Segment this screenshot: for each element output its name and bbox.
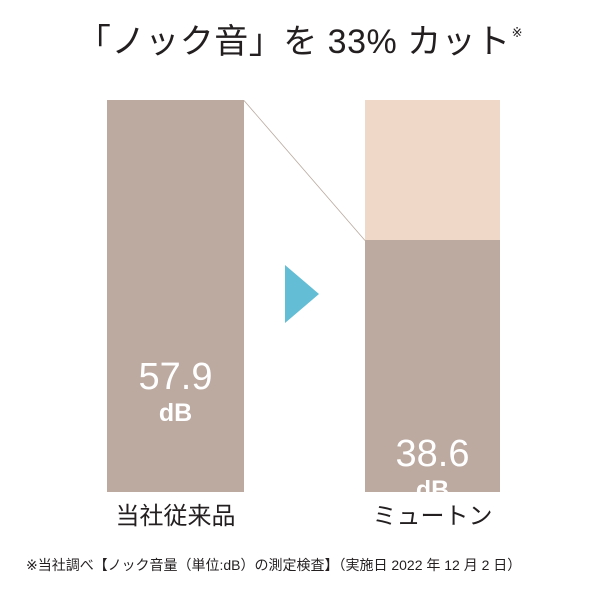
bar-conventional-value: 57.9 dB bbox=[107, 358, 244, 426]
bar-muton-number: 38.6 bbox=[395, 433, 470, 475]
footnote: ※当社調べ【ノック音量（単位:dB）の測定検査】（実施日 2022 年 12 月… bbox=[26, 557, 522, 573]
bar-conventional-unit: dB bbox=[158, 399, 193, 427]
page-title: 「ノック音」を 33% カット※ bbox=[0, 22, 600, 63]
play-triangle-icon bbox=[285, 265, 319, 323]
page-title-text: 「ノック音」を 33% カット bbox=[76, 23, 511, 61]
bar-conventional-number: 57.9 bbox=[138, 356, 213, 398]
bar-muton: 38.6 dB bbox=[365, 100, 500, 503]
axis-label-muton: ミュートン bbox=[372, 503, 493, 530]
axis-label-conventional: 当社従来品 bbox=[115, 503, 236, 530]
bar-conventional: 57.9 dB bbox=[107, 100, 244, 492]
bar-muton-reduction-segment bbox=[365, 100, 500, 240]
footnote-reference-mark: ※ bbox=[511, 25, 524, 40]
